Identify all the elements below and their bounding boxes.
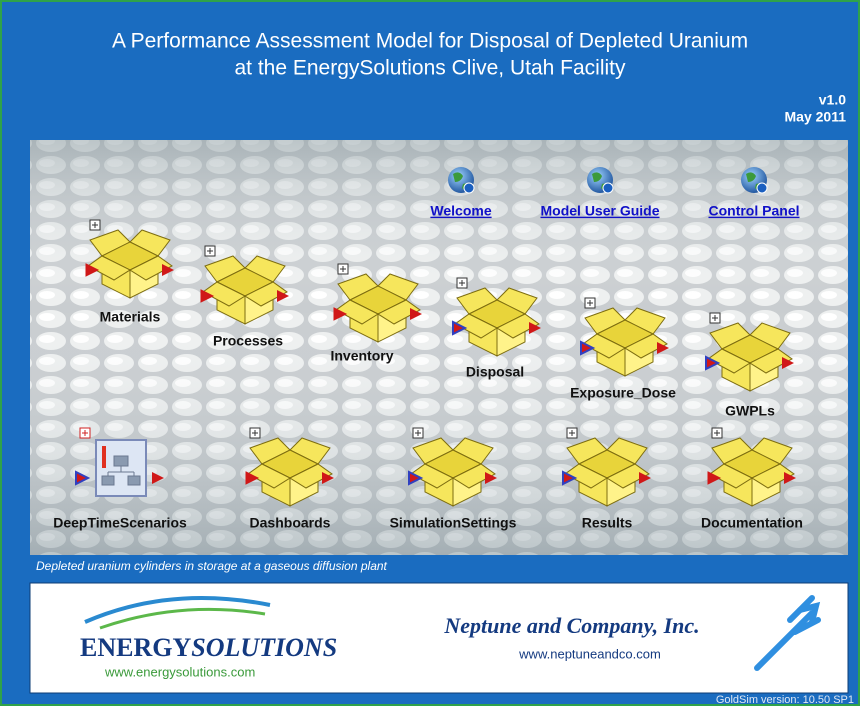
module-label: Exposure_Dose: [570, 385, 676, 401]
module-label: SimulationSettings: [390, 515, 517, 531]
neptune-name: Neptune and Company, Inc.: [443, 613, 699, 638]
module-label: Inventory: [330, 348, 393, 364]
link-label: Welcome: [430, 203, 491, 219]
goldsim-version: GoldSim version: 10.50 SP1: [716, 694, 854, 706]
logo-part: SOLUTIONS: [191, 633, 337, 662]
logo-part: ENERGY: [80, 633, 191, 662]
module-label: DeepTimeScenarios: [53, 515, 187, 531]
neptune-url[interactable]: www.neptuneandco.com: [518, 646, 661, 661]
version: v1.0: [819, 92, 846, 108]
caption: Depleted uranium cylinders in storage at…: [36, 559, 388, 573]
module-label: Processes: [213, 333, 283, 349]
link-label: Model User Guide: [540, 203, 659, 219]
module-label: Disposal: [466, 364, 524, 380]
module-label: Materials: [100, 309, 161, 325]
dashboard: A Performance Assessment Model for Dispo…: [0, 0, 860, 706]
icon-bar: [102, 446, 106, 468]
module-label: Dashboards: [250, 515, 331, 531]
module-label: Documentation: [701, 515, 803, 531]
date: May 2011: [785, 109, 847, 125]
page: A Performance Assessment Model for Dispo…: [0, 0, 860, 711]
title-line: at the EnergySolutions Clive, Utah Facil…: [234, 57, 626, 80]
title-line: A Performance Assessment Model for Dispo…: [112, 30, 748, 53]
link-label: Control Panel: [708, 203, 799, 219]
module-label: GWPLs: [725, 403, 775, 419]
energy-logo: ENERGYSOLUTIONS: [80, 633, 337, 662]
energy-url[interactable]: www.energysolutions.com: [104, 664, 255, 679]
module-label: Results: [582, 515, 633, 531]
info-badge: [464, 183, 474, 193]
info-badge: [603, 183, 613, 193]
info-badge: [757, 183, 767, 193]
